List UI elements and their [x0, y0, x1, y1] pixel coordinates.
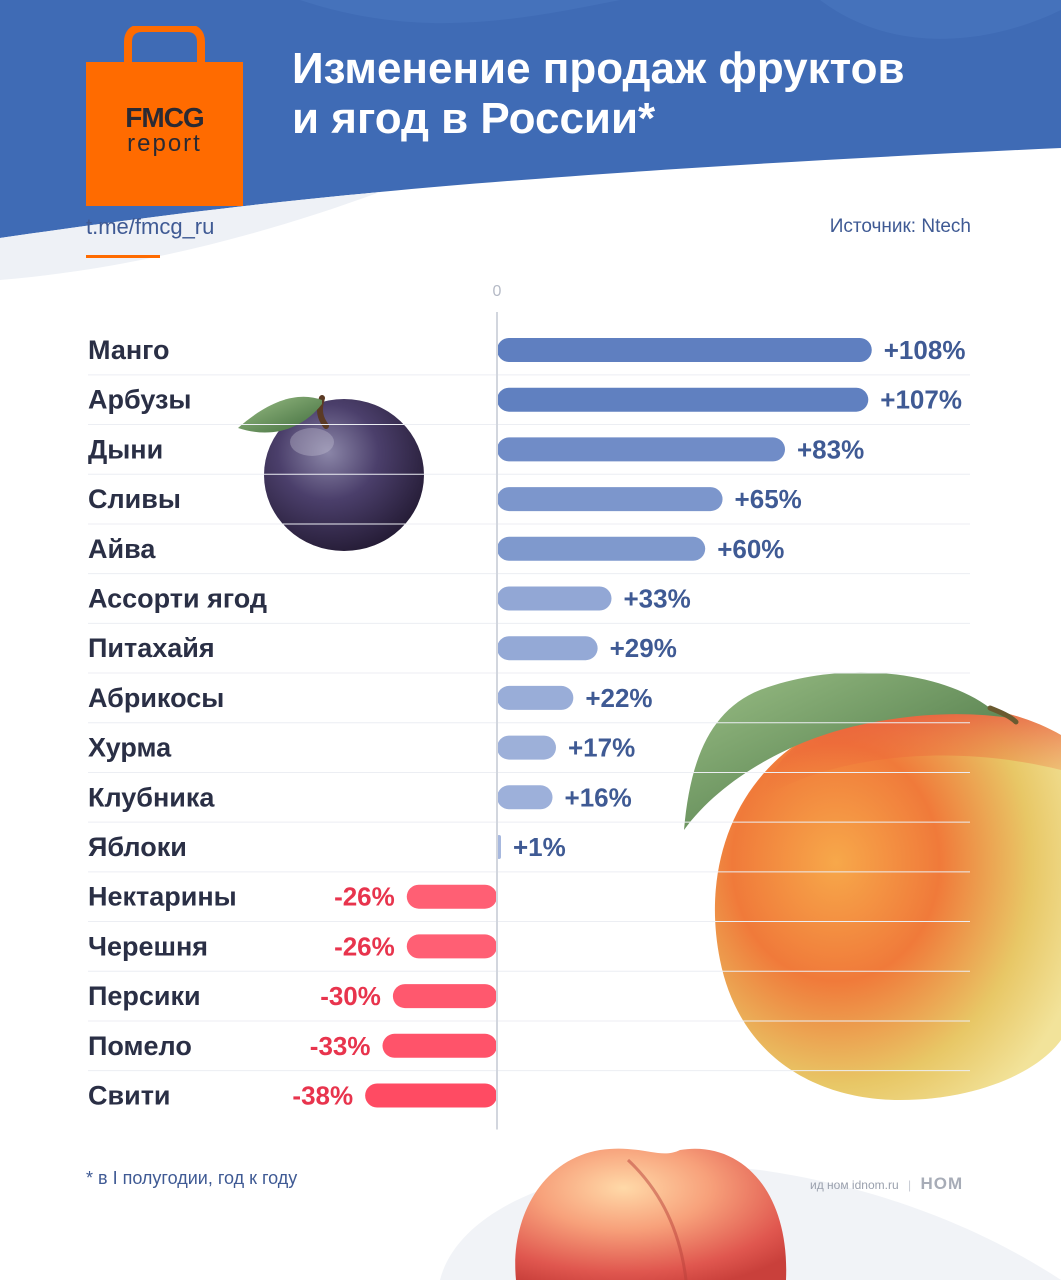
bar — [497, 636, 598, 661]
logo-subtitle: report — [127, 130, 202, 157]
data-label: +107% — [880, 385, 962, 415]
category-label: Айва — [88, 534, 156, 564]
category-label: Яблоки — [88, 832, 187, 862]
data-label: -33% — [310, 1031, 371, 1061]
category-label: Нектарины — [88, 882, 237, 912]
category-label: Манго — [88, 335, 170, 365]
data-label: +22% — [585, 683, 652, 713]
source-label: Источник: Ntech — [829, 216, 971, 237]
bar — [406, 884, 497, 909]
bar — [406, 934, 497, 959]
plum-image — [238, 395, 424, 551]
data-label: -38% — [292, 1081, 353, 1111]
data-label: +65% — [735, 484, 802, 514]
category-label: Хурма — [88, 733, 172, 763]
bar — [497, 536, 706, 561]
bar — [497, 437, 786, 462]
link-underline — [86, 255, 160, 258]
bar — [382, 1033, 497, 1058]
credit-text: ид ном idnom.ru — [810, 1178, 899, 1192]
bar — [497, 586, 612, 611]
bar — [497, 785, 553, 810]
telegram-link[interactable]: t.me/fmcg_ru — [86, 214, 215, 239]
zero-tick-label: 0 — [493, 283, 502, 300]
credit-logo: НОМ — [920, 1174, 964, 1193]
data-label: +60% — [717, 534, 784, 564]
title-line-2: и ягод в России* — [292, 94, 656, 143]
category-label: Помело — [88, 1031, 192, 1061]
bar-chart: 0 Манго +108% Арбузы +107% Дыни +83% Сливы +65% А… — [88, 283, 970, 1130]
data-label: -26% — [334, 882, 395, 912]
title-line-1: Изменение продаж фруктов — [292, 44, 905, 93]
credit-separator: | — [907, 1178, 912, 1192]
category-label: Черешня — [88, 931, 208, 961]
bar — [497, 487, 723, 512]
data-label: -26% — [334, 931, 395, 961]
data-label: +108% — [884, 335, 966, 365]
bar — [365, 1083, 497, 1108]
footnote: * в I полугодии, год к году — [86, 1168, 298, 1188]
bar — [392, 984, 497, 1009]
category-label: Персики — [88, 981, 201, 1011]
fmcg-report-logo: FMCG report — [86, 26, 243, 206]
category-label: Ассорти ягод — [88, 584, 267, 614]
data-label: +83% — [797, 434, 864, 464]
page-title: Изменение продаж фруктов и ягод в России… — [292, 44, 1012, 144]
bar — [497, 735, 556, 760]
category-label: Сливы — [88, 484, 181, 514]
category-label: Питахайя — [88, 633, 215, 663]
data-label: -30% — [320, 981, 381, 1011]
mango-image — [684, 672, 1061, 1100]
category-label: Абрикосы — [88, 683, 224, 713]
data-label: +1% — [513, 832, 566, 862]
data-label: +33% — [624, 584, 691, 614]
shopping-bag-icon — [86, 26, 243, 206]
data-label: +17% — [568, 733, 635, 763]
data-label: +16% — [565, 782, 632, 812]
category-label: Арбузы — [88, 385, 191, 415]
bar — [497, 338, 872, 362]
data-label: +29% — [610, 633, 677, 663]
category-label: Свити — [88, 1081, 171, 1111]
logo-title: FMCG — [125, 102, 204, 133]
bar — [497, 387, 869, 412]
category-label: Клубника — [88, 782, 215, 812]
bar — [497, 685, 574, 710]
category-label: Дыни — [88, 434, 163, 464]
credit: ид ном idnom.ru | НОМ — [810, 1174, 963, 1194]
peach-image — [515, 1148, 787, 1280]
